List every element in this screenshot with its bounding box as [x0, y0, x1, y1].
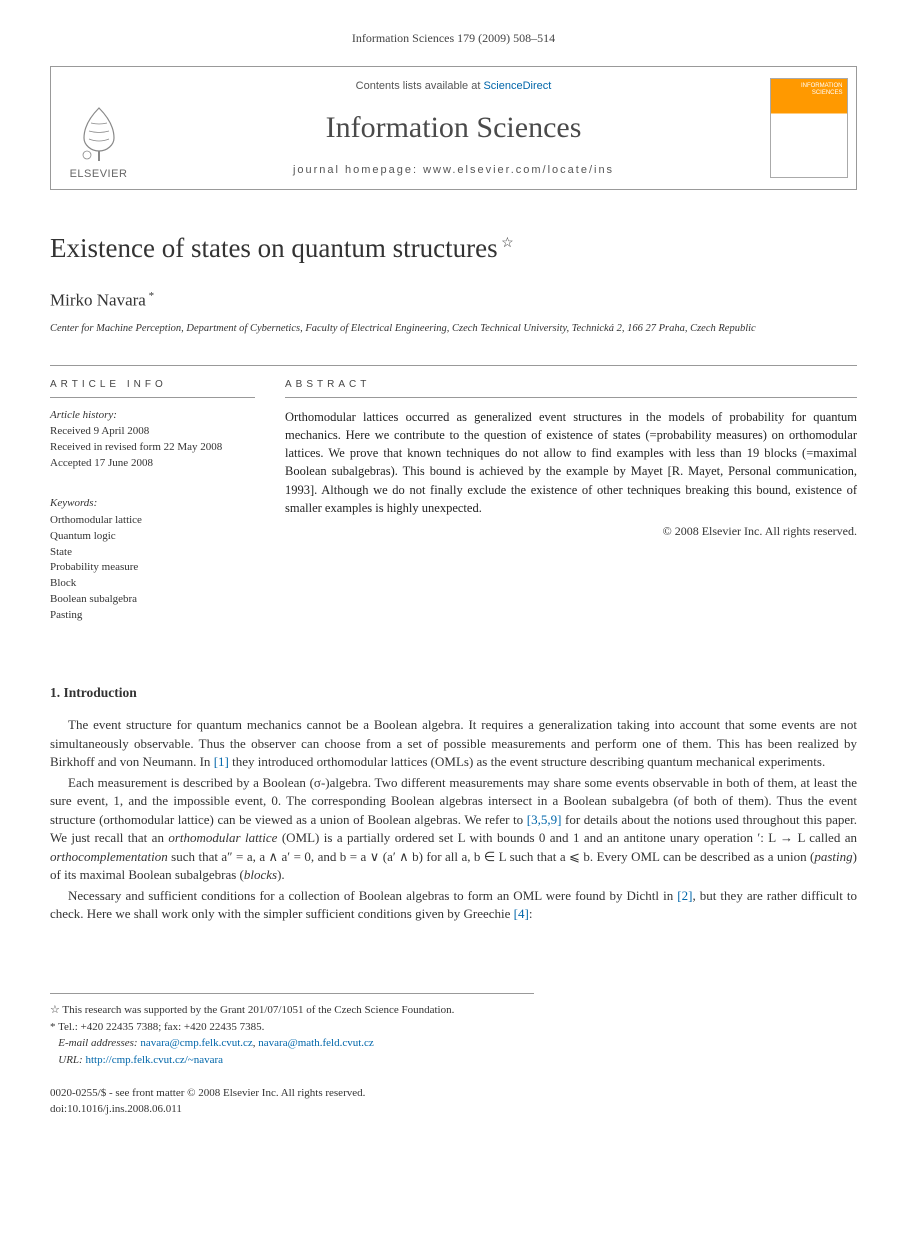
abstract-copyright: © 2008 Elsevier Inc. All rights reserved…: [285, 523, 857, 539]
url-label: URL:: [58, 1054, 82, 1066]
header-center: Contents lists available at ScienceDirec…: [146, 67, 761, 189]
intro-paragraph-1: The event structure for quantum mechanic…: [50, 716, 857, 771]
term-oml: orthomodular lattice: [168, 830, 277, 845]
received-date: Received 9 April 2008: [50, 424, 255, 440]
term-orthocomp: orthocomplementation: [50, 849, 168, 864]
author-name: Mirko Navara *: [50, 289, 857, 313]
funding-footnote: ☆ This research was supported by the Gra…: [50, 1002, 534, 1019]
abstract-heading: ABSTRACT: [285, 366, 857, 399]
term-pasting: pasting: [814, 849, 852, 864]
p1-text-b: they introduced orthomodular lattices (O…: [229, 754, 825, 769]
asterisk-marker-icon: *: [50, 1021, 58, 1033]
author-url-link[interactable]: http://cmp.felk.cvut.cz/~navara: [85, 1054, 223, 1066]
cover-thumbnail-block: [761, 67, 856, 189]
contact-footnote: * Tel.: +420 22435 7388; fax: +420 22435…: [50, 1019, 534, 1036]
sciencedirect-link[interactable]: ScienceDirect: [483, 80, 551, 92]
info-abstract-row: ARTICLE INFO Article history: Received 9…: [50, 365, 857, 625]
p3-text-a: Necessary and sufficient conditions for …: [68, 888, 677, 903]
journal-name: Information Sciences: [156, 108, 751, 149]
elsevier-tree-icon: [69, 103, 129, 163]
title-text: Existence of states on quantum structure…: [50, 233, 498, 263]
contents-available-line: Contents lists available at ScienceDirec…: [156, 79, 751, 94]
revised-date: Received in revised form 22 May 2008: [50, 440, 255, 456]
email-link-2[interactable]: navara@math.feld.cvut.cz: [258, 1037, 374, 1049]
keyword-item: Orthomodular lattice: [50, 513, 255, 529]
keywords-label: Keywords:: [50, 496, 255, 511]
corresponding-asterisk-icon: *: [146, 290, 154, 302]
ref-link-359[interactable]: [3,5,9]: [527, 812, 562, 827]
article-title: Existence of states on quantum structure…: [50, 230, 857, 266]
p3-text-c: :: [529, 906, 533, 921]
journal-header: ELSEVIER Contents lists available at Sci…: [50, 66, 857, 190]
abstract-column: ABSTRACT Orthomodular lattices occurred …: [285, 366, 857, 625]
contents-prefix: Contents lists available at: [356, 80, 484, 92]
doi-line: doi:10.1016/j.ins.2008.06.011: [50, 1102, 857, 1118]
email-footnote: E-mail addresses: navara@cmp.felk.cvut.c…: [50, 1035, 534, 1052]
email-label: E-mail addresses:: [58, 1037, 137, 1049]
funding-star-icon: ☆: [498, 236, 514, 251]
tel-fax: Tel.: +420 22435 7388; fax: +420 22435 7…: [58, 1021, 264, 1033]
keyword-item: Boolean subalgebra: [50, 592, 255, 608]
ref-link-2[interactable]: [2]: [677, 888, 692, 903]
funding-text: This research was supported by the Grant…: [62, 1004, 454, 1016]
ref-link-4[interactable]: [4]: [514, 906, 529, 921]
footnotes-block: ☆ This research was supported by the Gra…: [50, 993, 534, 1068]
p2-text-j: ).: [277, 867, 285, 882]
keyword-item: Block: [50, 576, 255, 592]
article-history: Article history: Received 9 April 2008 R…: [50, 408, 255, 472]
front-matter-line: 0020-0255/$ - see front matter © 2008 El…: [50, 1086, 857, 1102]
intro-paragraph-3: Necessary and sufficient conditions for …: [50, 887, 857, 924]
email-link-1[interactable]: navara@cmp.felk.cvut.cz: [140, 1037, 252, 1049]
article-info-column: ARTICLE INFO Article history: Received 9…: [50, 366, 255, 625]
article-info-heading: ARTICLE INFO: [50, 366, 255, 399]
front-matter-block: 0020-0255/$ - see front matter © 2008 El…: [50, 1086, 857, 1118]
term-blocks: blocks: [244, 867, 277, 882]
history-label: Article history:: [50, 408, 255, 424]
accepted-date: Accepted 17 June 2008: [50, 456, 255, 472]
journal-homepage: journal homepage: www.elsevier.com/locat…: [156, 163, 751, 178]
journal-reference: Information Sciences 179 (2009) 508–514: [50, 30, 857, 46]
keyword-item: Probability measure: [50, 560, 255, 576]
publisher-logo-block: ELSEVIER: [51, 67, 146, 189]
journal-cover-icon: [770, 78, 848, 178]
url-footnote: URL: http://cmp.felk.cvut.cz/~navara: [50, 1052, 534, 1069]
p2-text-f: such that a″ = a, a ∧ a′ = 0, and b = a …: [168, 849, 815, 864]
keyword-item: Quantum logic: [50, 529, 255, 545]
publisher-name: ELSEVIER: [70, 167, 128, 182]
keyword-item: Pasting: [50, 608, 255, 624]
section-1-heading: 1. Introduction: [50, 684, 857, 702]
author-affiliation: Center for Machine Perception, Departmen…: [50, 322, 857, 336]
ref-link-1[interactable]: [1]: [214, 754, 229, 769]
keywords-list: Orthomodular lattice Quantum logic State…: [50, 513, 255, 625]
p2-text-d: (OML) is a partially ordered set L with …: [277, 830, 857, 845]
keyword-item: State: [50, 545, 255, 561]
abstract-text: Orthomodular lattices occurred as genera…: [285, 408, 857, 517]
star-marker-icon: ☆: [50, 1004, 62, 1016]
author-text: Mirko Navara: [50, 290, 146, 309]
intro-paragraph-2: Each measurement is described by a Boole…: [50, 774, 857, 885]
